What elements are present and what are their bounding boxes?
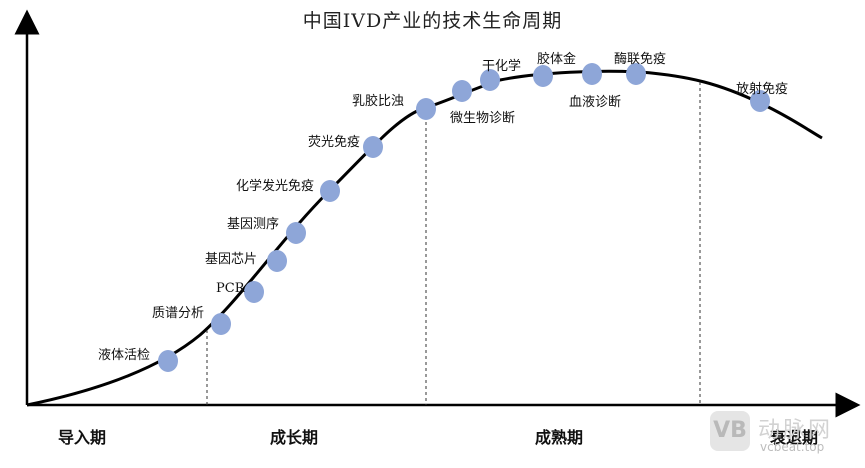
tech-3-marker: [244, 281, 264, 303]
tech-8-label: 乳胶比浊: [352, 94, 405, 109]
tech-4-marker: [267, 250, 287, 272]
tech-5-label: 基因测序: [227, 217, 280, 232]
tech-9-marker: [452, 80, 472, 102]
tech-8-marker: [416, 98, 436, 120]
tech-1-marker: [158, 350, 178, 372]
technology-markers: [158, 63, 770, 372]
tech-5-marker: [286, 222, 306, 244]
tech-11-label: 胶体金: [537, 52, 577, 67]
tech-2-label: 质谱分析: [152, 306, 205, 321]
tech-13-marker: [626, 63, 646, 85]
tech-10-marker: [480, 69, 500, 91]
tech-12-label: 血液诊断: [569, 95, 622, 110]
stage-label-intro: 导入期: [58, 428, 107, 447]
diagram-title: 中国IVD产业的技术生命周期: [302, 10, 563, 32]
tech-7-label: 荧光免疫: [308, 135, 361, 150]
tech-2-marker: [211, 313, 231, 335]
tech-14-label: 放射免疫: [736, 82, 789, 97]
stage-label-decline: 衰退期: [770, 428, 819, 447]
tech-1-label: 液体活检: [98, 348, 151, 363]
watermark-url: vcbeat.top: [760, 440, 825, 454]
tech-4-label: 基因芯片: [205, 252, 258, 267]
stage-label-growth: 成长期: [270, 428, 319, 447]
stage-label-maturity: 成熟期: [535, 428, 584, 447]
watermark-logo-text: 动脉网: [758, 418, 834, 443]
tech-6-label: 化学发光免疫: [236, 179, 315, 194]
tech-12-marker: [582, 63, 602, 85]
tech-13-label: 酶联免疫: [614, 52, 667, 67]
tech-9-label: 微生物诊断: [450, 111, 516, 126]
tech-14-marker: [750, 90, 770, 112]
tech-7-marker: [363, 136, 383, 158]
tech-10-label: 干化学: [482, 59, 522, 74]
tech-3-label: PCR: [216, 281, 245, 296]
tech-11-marker: [533, 65, 553, 87]
tech-6-marker: [320, 180, 340, 202]
watermark-logo-badge: VB: [710, 411, 750, 451]
